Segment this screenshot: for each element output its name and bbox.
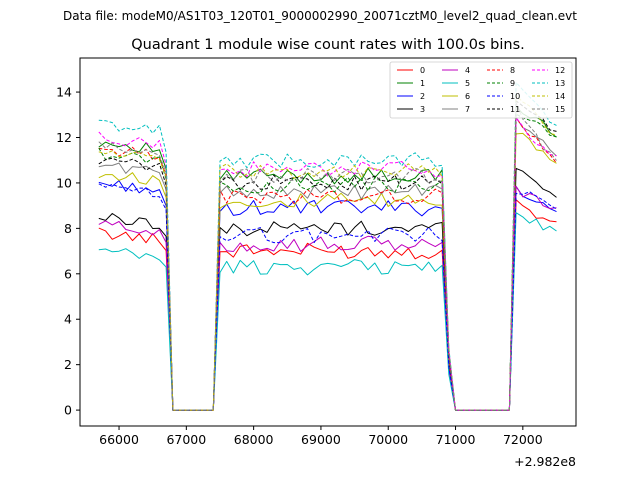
legend-label-2: 2	[420, 92, 425, 101]
x-tick-label: 68000	[234, 432, 274, 447]
chart-title: Quadrant 1 module wise count rates with …	[131, 37, 525, 53]
legend-box	[389, 61, 573, 119]
y-tick-label: 12	[56, 130, 72, 145]
legend-label-7: 7	[465, 105, 470, 114]
y-tick-label: 6	[64, 266, 72, 281]
legend-label-13: 13	[555, 79, 565, 88]
x-tick-label: 71000	[436, 432, 476, 447]
legend-label-1: 1	[420, 79, 425, 88]
legend-label-14: 14	[555, 92, 565, 101]
x-tick-label: 70000	[368, 432, 408, 447]
legend-label-11: 11	[510, 105, 520, 114]
y-tick-label: 14	[56, 85, 72, 100]
y-tick-label: 0	[64, 403, 72, 418]
legend-label-4: 4	[465, 66, 470, 75]
y-tick-label: 4	[64, 312, 72, 327]
legend-label-15: 15	[555, 105, 565, 114]
x-tick-label: 66000	[99, 432, 139, 447]
legend-label-8: 8	[510, 66, 515, 75]
legend-label-3: 3	[420, 105, 425, 114]
x-tick-label: 69000	[301, 432, 341, 447]
axes-frame	[79, 57, 577, 427]
legend-label-9: 9	[510, 79, 515, 88]
legend-label-0: 0	[420, 66, 425, 75]
x-tick-label: 67000	[166, 432, 206, 447]
plot-lines	[98, 81, 557, 411]
legend-label-12: 12	[555, 66, 565, 75]
x-axis: 66000 67000 68000 69000 70000 71000 72000	[99, 426, 543, 447]
y-tick-label: 2	[64, 357, 72, 372]
x-offset-label: +2.982e8	[514, 454, 576, 469]
y-axis: 0 2 4 6 8 10 12 14	[56, 85, 80, 418]
legend-label-10: 10	[510, 92, 520, 101]
suptitle: Data file: modeM0/AS1T03_120T01_90000029…	[63, 9, 577, 23]
y-tick-label: 10	[56, 175, 72, 190]
series-line-14	[98, 94, 557, 411]
series-line-15	[98, 101, 557, 411]
x-tick-label: 72000	[503, 432, 543, 447]
legend-label-6: 6	[465, 92, 470, 101]
legend-label-5: 5	[465, 79, 470, 88]
y-tick-label: 8	[64, 221, 72, 236]
